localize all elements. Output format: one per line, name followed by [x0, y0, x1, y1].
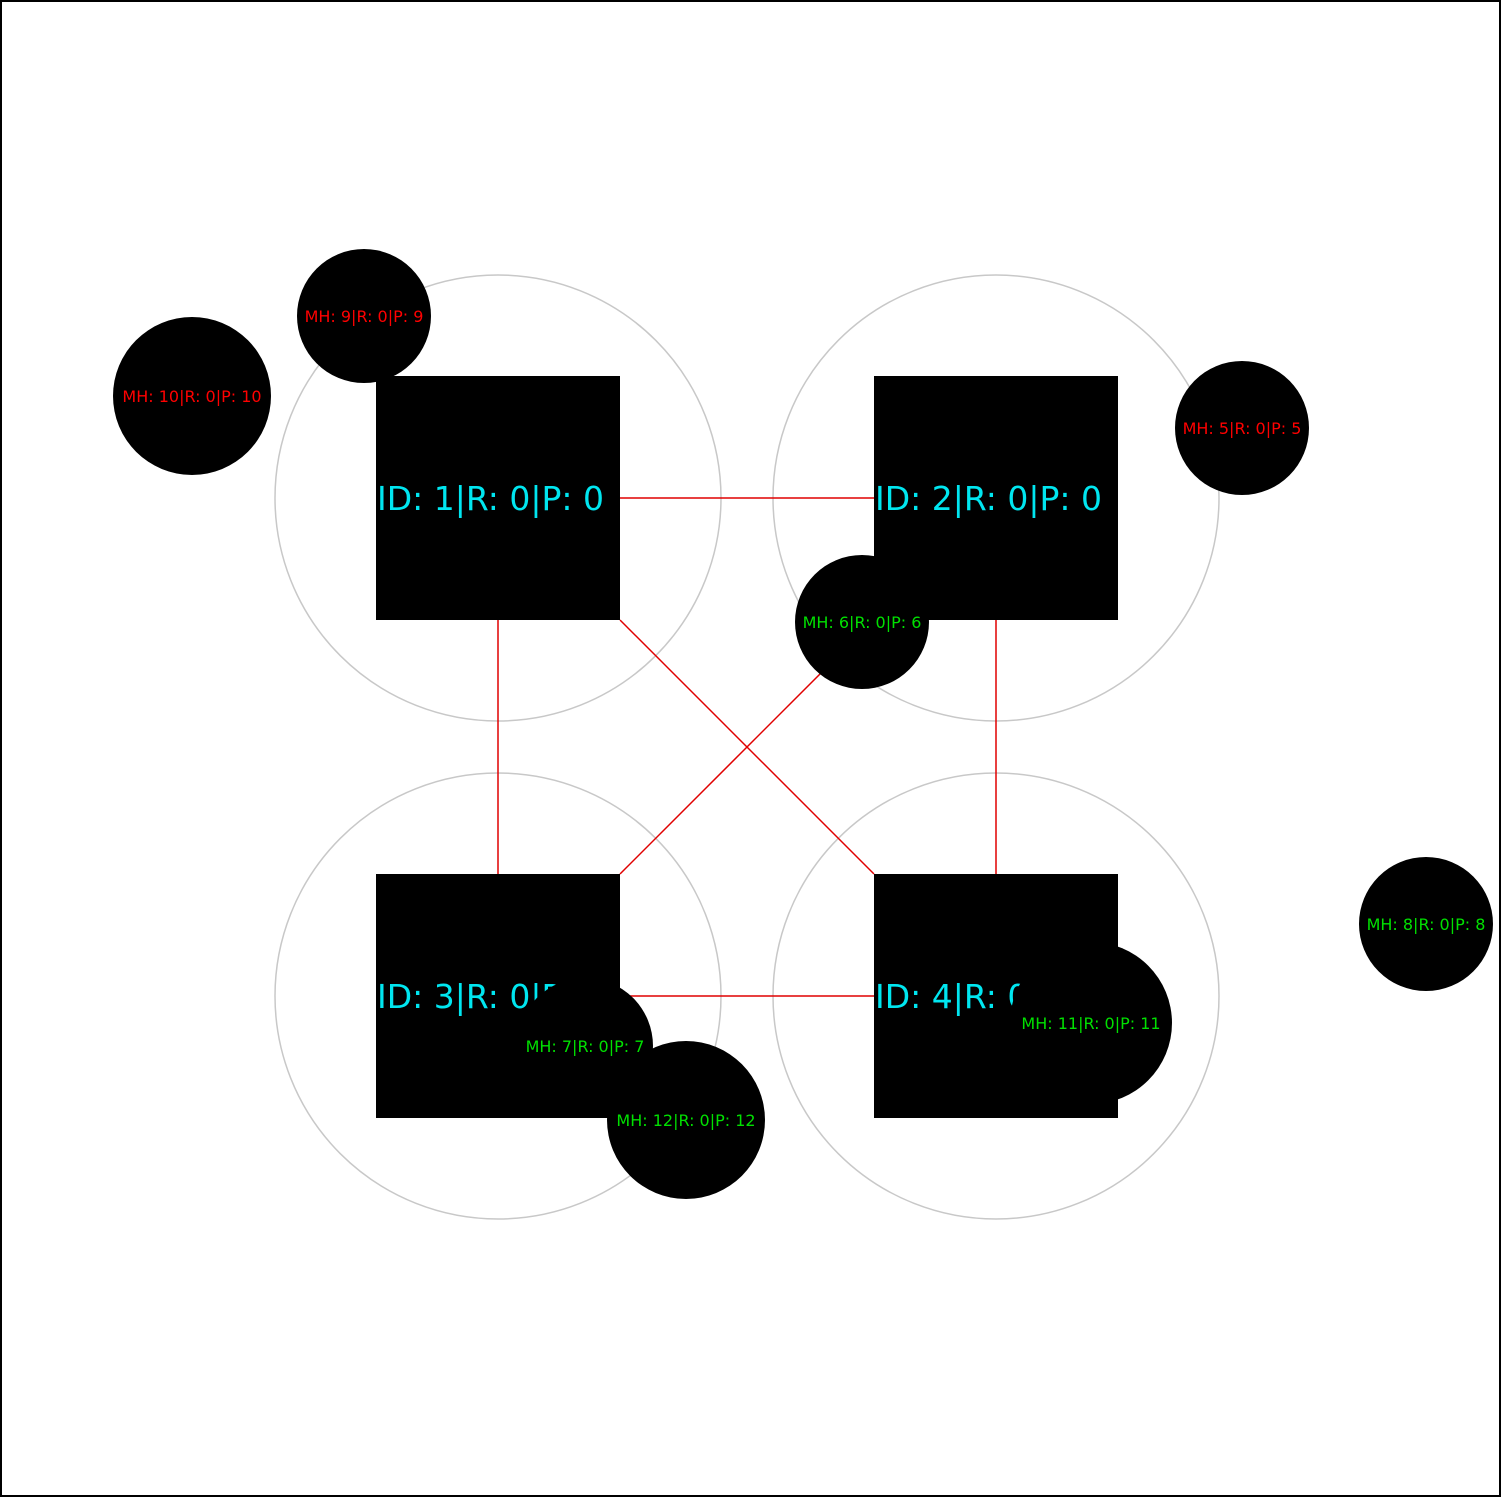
- mobile-host-label: MH: 7|R: 0|P: 7: [526, 1037, 645, 1056]
- mobile-host-disc: [1010, 942, 1172, 1104]
- mobile-host-label: MH: 9|R: 0|P: 9: [305, 307, 424, 326]
- mobile-hosts: MH: 5|R: 0|P: 5 MH: 6|R: 0|P: 6 MH: 7|R: 0…: [113, 249, 1493, 1199]
- mobile-host-10[interactable]: MH: 10|R: 0|P: 10: [113, 317, 271, 475]
- mobile-host-label: MH: 10|R: 0|P: 10: [122, 387, 261, 406]
- mobile-host-disc: [607, 1041, 765, 1199]
- mobile-host-label: MH: 5|R: 0|P: 5: [1183, 419, 1302, 438]
- station-label: ID: 1|R: 0|P: 0: [377, 479, 604, 518]
- mobile-host-disc: [795, 555, 929, 689]
- station-links: [497, 497, 997, 997]
- station-2[interactable]: ID: 2|R: 0|P: 0: [874, 376, 1118, 620]
- mobile-host-disc: [1175, 361, 1309, 495]
- mobile-host-disc: [1359, 857, 1493, 991]
- mobile-host-disc: [297, 249, 431, 383]
- mobile-host-disc: [113, 317, 271, 475]
- mobile-host-label: MH: 12|R: 0|P: 12: [616, 1111, 755, 1130]
- station-box: [376, 376, 620, 620]
- station-label: ID: 2|R: 0|P: 0: [875, 479, 1102, 518]
- mobile-host-6[interactable]: MH: 6|R: 0|P: 6: [795, 555, 929, 689]
- station-box: [874, 376, 1118, 620]
- mobile-host-9[interactable]: MH: 9|R: 0|P: 9: [297, 249, 431, 383]
- mobile-host-label: MH: 6|R: 0|P: 6: [803, 613, 922, 632]
- mobile-host-12[interactable]: MH: 12|R: 0|P: 12: [607, 1041, 765, 1199]
- mobile-host-label: MH: 8|R: 0|P: 8: [1367, 915, 1486, 934]
- station-1[interactable]: ID: 1|R: 0|P: 0: [376, 376, 620, 620]
- mobile-host-5[interactable]: MH: 5|R: 0|P: 5: [1175, 361, 1309, 495]
- mobile-host-8[interactable]: MH: 8|R: 0|P: 8: [1359, 857, 1493, 991]
- mobile-host-11[interactable]: MH: 11|R: 0|P: 11: [1010, 942, 1172, 1104]
- mobile-host-label: MH: 11|R: 0|P: 11: [1021, 1014, 1160, 1033]
